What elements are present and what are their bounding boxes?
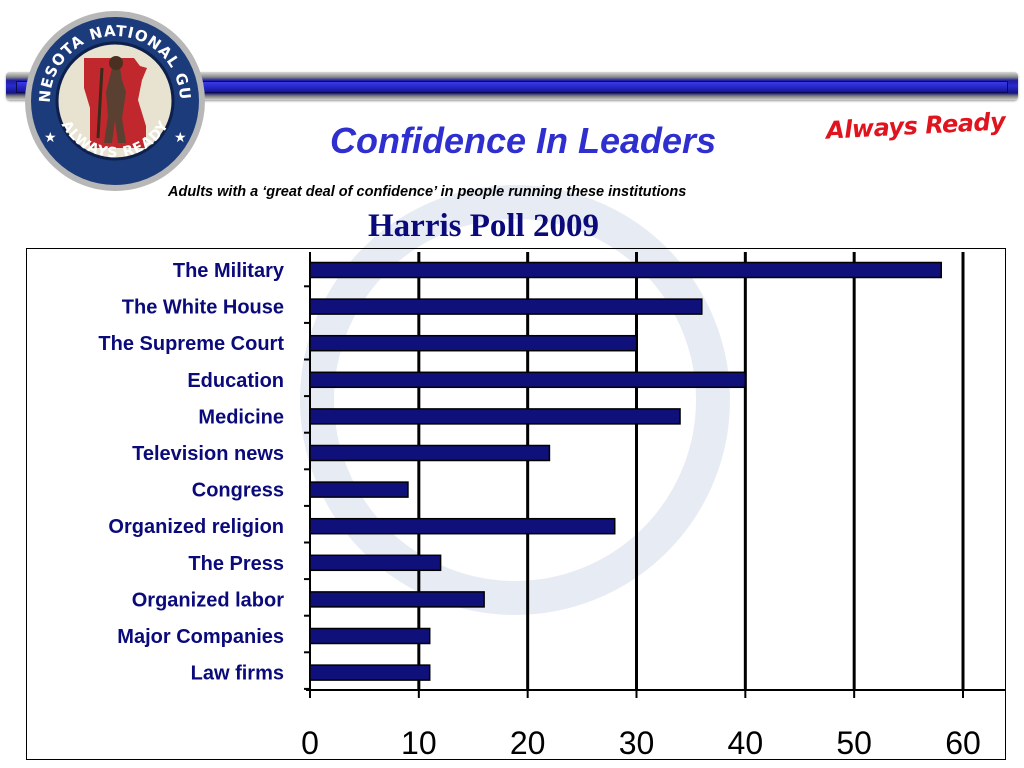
header-bar-stripe <box>16 81 1008 93</box>
bar-organized-religion <box>309 517 616 535</box>
minnesota-national-guard-logo: MINNESOTA NATIONAL GUARD ALWAYS READY ★ … <box>22 8 205 191</box>
chart-subtitle: Adults with a ‘great deal of confidence’… <box>168 184 687 200</box>
x-tick-label: 20 <box>510 725 546 761</box>
category-label: Television news <box>132 443 284 465</box>
bar-the-white-house <box>309 298 703 315</box>
category-label: The Military <box>173 260 285 282</box>
bar-the-military <box>309 261 942 279</box>
chart-frame <box>26 248 1006 760</box>
svg-text:★: ★ <box>44 130 57 146</box>
category-label: Organized labor <box>132 589 284 611</box>
x-tick-label: 10 <box>401 725 437 761</box>
x-tick-label: 50 <box>836 725 872 761</box>
x-tick-label: 30 <box>619 725 655 761</box>
x-tick-label: 40 <box>728 725 764 761</box>
poll-source: Harris Poll 2009 <box>368 208 599 244</box>
bar-television-news <box>309 444 551 462</box>
x-tick-label: 60 <box>945 725 981 761</box>
category-label: Medicine <box>198 406 284 428</box>
bar-the-supreme-court <box>309 334 638 352</box>
category-label: Law firms <box>191 663 284 685</box>
category-label: Congress <box>192 480 284 502</box>
page-title: Confidence In Leaders <box>330 120 717 161</box>
category-label: Major Companies <box>117 626 284 648</box>
bar-law-firms <box>309 664 431 681</box>
category-label: Organized religion <box>108 516 284 538</box>
bar-congress <box>309 481 409 498</box>
bar-education <box>309 371 747 389</box>
category-label: The White House <box>122 297 284 319</box>
category-label: The Supreme Court <box>98 333 284 355</box>
bar-medicine <box>309 408 681 425</box>
bar-the-press <box>309 554 442 572</box>
svg-text:★: ★ <box>174 130 187 146</box>
bar-major-companies <box>309 627 431 645</box>
category-label: Education <box>187 370 284 392</box>
bar-organized-labor <box>309 591 485 608</box>
x-tick-label: 0 <box>301 725 319 761</box>
category-label: The Press <box>188 553 284 575</box>
